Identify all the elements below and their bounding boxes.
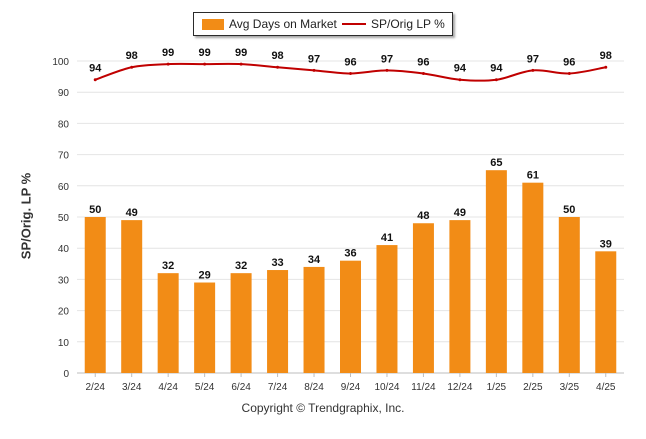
y-tick-label: 10 [58, 338, 70, 349]
legend-label-bar: Avg Days on Market [229, 17, 337, 31]
bar-value-label: 48 [417, 210, 429, 222]
x-tick-label: 6/24 [231, 382, 251, 393]
line-point [93, 78, 97, 82]
x-tick-label: 5/24 [195, 382, 215, 393]
x-tick-label: 7/24 [268, 382, 288, 393]
bar-value-label: 29 [199, 270, 211, 282]
bar [340, 260, 361, 373]
y-axis-title: SP/Orig. LP % [18, 172, 34, 260]
x-tick-label: 4/25 [596, 382, 616, 393]
x-tick-label: 2/25 [523, 382, 543, 393]
bar-value-label: 41 [381, 232, 393, 244]
bar [230, 273, 252, 373]
line-value-label: 94 [490, 63, 503, 75]
legend-swatch-bar [202, 18, 224, 30]
x-tick-label: 1/25 [487, 382, 507, 393]
legend-label-line: SP/Orig LP % [371, 17, 445, 31]
bar-value-label: 65 [490, 157, 502, 169]
x-tick-label: 3/25 [560, 382, 580, 393]
bar [121, 220, 143, 373]
y-tick-label: 50 [58, 213, 70, 224]
bar [412, 223, 434, 373]
x-tick-label: 9/24 [341, 382, 361, 393]
bar [267, 270, 289, 373]
line-value-label: 98 [600, 50, 612, 62]
line-point [130, 65, 134, 69]
line-value-label: 97 [308, 53, 320, 65]
bar [303, 266, 325, 373]
line-value-label: 97 [527, 53, 539, 65]
x-tick-label: 8/24 [304, 382, 324, 393]
bar [485, 170, 507, 373]
y-tick-label: 0 [63, 369, 69, 380]
line-value-label: 96 [417, 56, 429, 68]
y-tick-label: 70 [58, 151, 70, 162]
line-point [421, 71, 425, 75]
bar [194, 282, 216, 373]
bar-value-label: 61 [527, 170, 539, 182]
legend: Avg Days on Market SP/Orig LP % [193, 12, 453, 36]
bar [449, 220, 471, 373]
x-tick-label: 4/24 [158, 382, 178, 393]
bar-value-label: 39 [600, 238, 612, 250]
line-point [276, 65, 280, 69]
x-tick-label: 3/24 [122, 382, 142, 393]
line-value-label: 96 [563, 56, 575, 68]
line-value-label: 94 [89, 63, 102, 75]
bar-value-label: 32 [235, 260, 247, 272]
copyright-footer: Copyright © Trendgraphix, Inc. [241, 401, 405, 415]
y-tick-label: 90 [58, 88, 70, 99]
bar-value-label: 49 [126, 207, 138, 219]
line-value-label: 99 [199, 47, 211, 59]
line-value-label: 96 [344, 56, 356, 68]
bar-value-label: 32 [162, 260, 174, 272]
line-value-label: 98 [271, 50, 283, 62]
x-tick-label: 10/24 [374, 382, 399, 393]
bar [522, 182, 544, 373]
bar-value-label: 33 [271, 257, 283, 269]
bar-value-label: 34 [308, 254, 321, 266]
line-point [166, 62, 170, 66]
line-point [494, 78, 498, 82]
line-value-label: 99 [162, 47, 174, 59]
line-point [203, 62, 207, 66]
line-point [239, 62, 243, 66]
line-point [385, 68, 389, 72]
bar [558, 217, 580, 373]
line-value-label: 98 [126, 50, 138, 62]
x-tick-label: 11/24 [411, 382, 436, 393]
legend-item-line: SP/Orig LP % [342, 17, 445, 31]
line-point [312, 68, 316, 72]
line-point [458, 78, 462, 82]
bar [376, 245, 398, 373]
line-point [567, 71, 571, 75]
line-point [604, 65, 608, 69]
y-tick-label: 100 [52, 57, 69, 68]
y-tick-label: 60 [58, 182, 70, 193]
y-tick-label: 40 [58, 244, 70, 255]
line-value-label: 94 [454, 63, 467, 75]
bar-value-label: 50 [563, 204, 575, 216]
y-tick-label: 80 [58, 119, 70, 130]
bar [157, 273, 179, 373]
line-point [349, 71, 352, 75]
line-point [531, 68, 535, 72]
x-tick-label: 12/24 [447, 382, 472, 393]
legend-item-bar: Avg Days on Market [202, 17, 337, 31]
line-value-label: 97 [381, 53, 393, 65]
bar [84, 217, 106, 373]
y-tick-label: 20 [58, 307, 70, 318]
y-tick-label: 30 [58, 275, 70, 286]
x-tick-label: 2/24 [85, 382, 105, 393]
line-value-label: 99 [235, 47, 247, 59]
bar-value-label: 50 [89, 204, 101, 216]
legend-swatch-line [342, 23, 366, 25]
bar [595, 251, 617, 373]
bar-value-label: 36 [344, 248, 356, 260]
bar-value-label: 49 [454, 207, 466, 219]
